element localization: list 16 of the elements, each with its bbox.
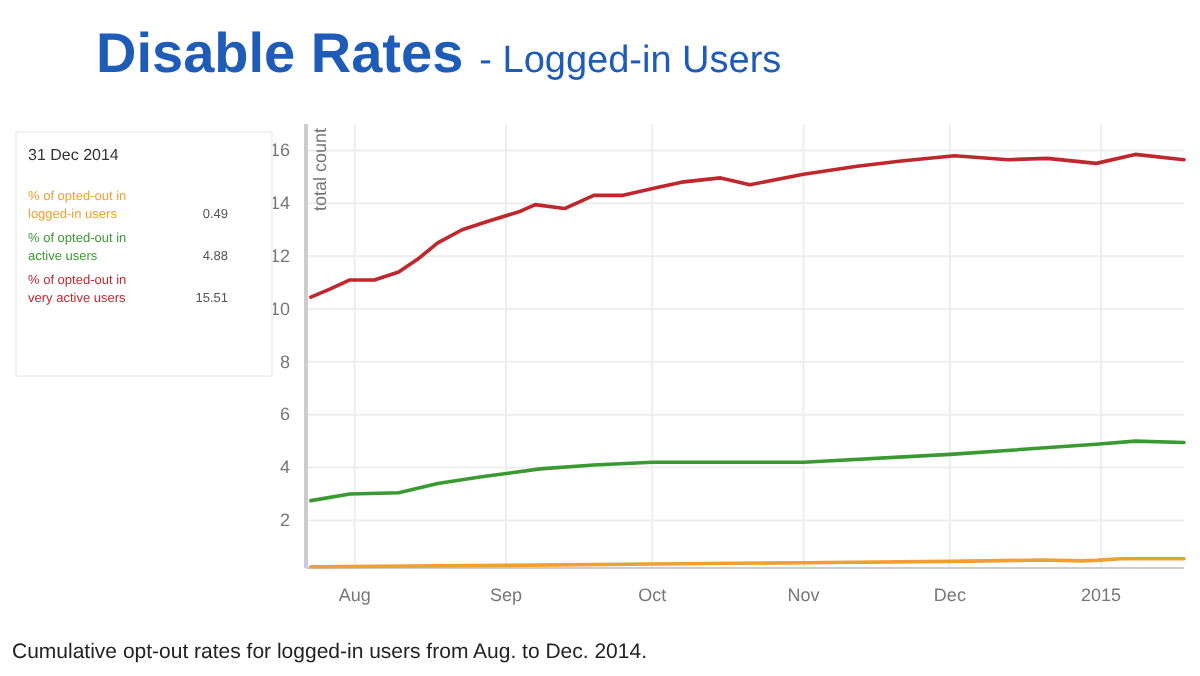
x-tick-label: Nov [787,584,821,605]
chart-subtitle: - Logged-in Users [479,40,782,82]
x-tick-label: 2015 [1081,584,1122,605]
line-series [309,439,1186,503]
x-tick-label: Aug [338,584,371,605]
y-tick-label: 8 [279,351,290,372]
y-axis-title: total count [310,127,330,212]
y-tick-label: 4 [279,457,290,478]
y-tick-label: 6 [279,404,290,425]
x-tick-label: Sep [489,584,522,605]
x-tick-label: Oct [638,584,668,605]
y-tick-label: 2 [279,510,290,531]
x-tick-label: Dec [933,584,967,605]
text: Cumulative opt-out rates for logged-in users from Aug. to Dec. 2014. [12,640,647,664]
text: 31 Dec 2014 [28,146,120,164]
chart-title: Disable Rates [96,22,464,84]
